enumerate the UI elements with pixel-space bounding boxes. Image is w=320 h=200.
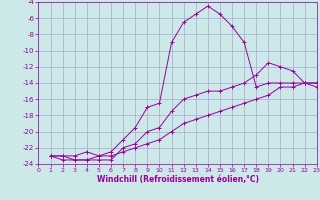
- X-axis label: Windchill (Refroidissement éolien,°C): Windchill (Refroidissement éolien,°C): [97, 175, 259, 184]
